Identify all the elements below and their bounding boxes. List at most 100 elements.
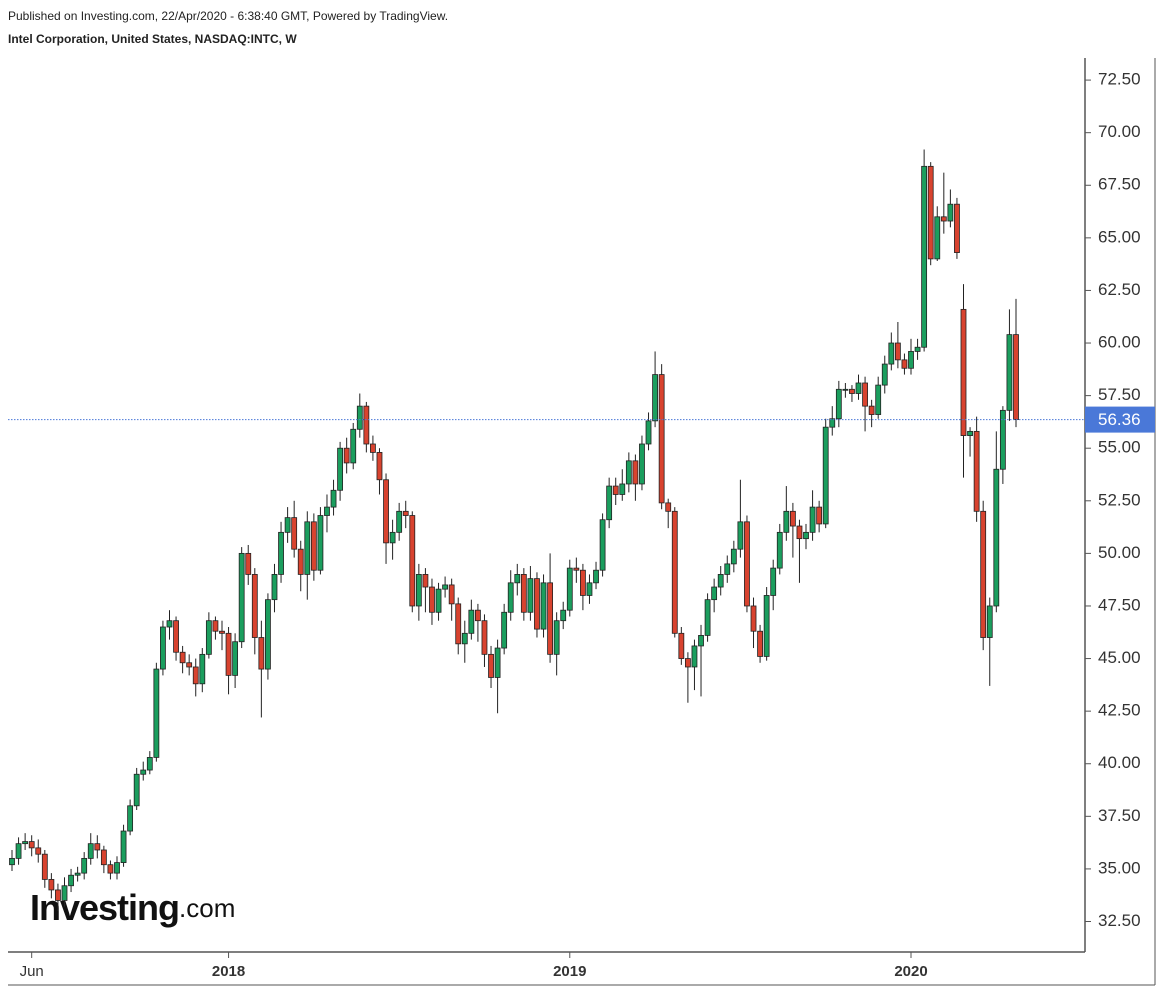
y-tick-label: 35.00	[1098, 858, 1141, 877]
candle-body	[205, 620, 212, 655]
candle-body	[278, 531, 284, 575]
candle-body	[166, 620, 173, 628]
y-tick-label: 55.00	[1098, 438, 1141, 457]
candle-body	[986, 605, 993, 638]
y-tick-label: 72.50	[1098, 70, 1141, 89]
candle-body	[389, 531, 396, 544]
candle-body	[28, 841, 35, 849]
published-note: Published on Investing.com, 22/Apr/2020 …	[8, 9, 448, 23]
candle-body	[507, 582, 514, 613]
candle-body	[127, 805, 134, 832]
candle-body	[461, 632, 468, 645]
candle-body	[888, 342, 895, 365]
y-tick-label: 57.50	[1098, 385, 1141, 404]
candle-body	[967, 430, 973, 436]
y-tick-label: 67.50	[1098, 175, 1141, 194]
candle-body	[934, 216, 941, 260]
candle-body	[547, 582, 553, 655]
candle-body	[422, 574, 429, 588]
candle-body	[448, 584, 455, 605]
candle-body	[146, 757, 153, 771]
candle-body	[370, 443, 376, 453]
candle-body	[849, 388, 855, 394]
watermark-suffix: .com	[179, 893, 235, 923]
candle-body	[350, 428, 357, 464]
candle-body	[586, 582, 593, 596]
candle-body	[855, 382, 862, 394]
candle-body	[317, 515, 324, 571]
candle-body	[376, 452, 383, 481]
candle-body	[81, 857, 88, 874]
candle-body	[829, 418, 836, 428]
candle-body	[232, 641, 239, 676]
candle-body	[908, 351, 914, 369]
candle-body	[488, 653, 494, 678]
candle-body	[219, 630, 225, 634]
candle-body	[796, 525, 803, 540]
candle-body	[730, 548, 737, 565]
candle-body	[881, 363, 888, 386]
candle-body	[435, 588, 442, 613]
candle-body	[383, 479, 389, 544]
watermark-brand: Investing.com	[30, 887, 235, 928]
candle-body	[822, 426, 829, 525]
candle-body	[1013, 334, 1019, 420]
candle-body	[238, 552, 245, 643]
candle-body	[639, 443, 645, 485]
candle-body	[179, 651, 186, 664]
candle-body	[291, 517, 298, 550]
y-tick-label: 52.50	[1098, 490, 1141, 509]
x-tick-label: 2018	[212, 963, 245, 980]
candle-body	[271, 574, 278, 601]
candle-body	[973, 430, 980, 512]
candle-body	[468, 609, 475, 634]
y-tick-label: 45.00	[1098, 648, 1141, 667]
candle-body	[691, 645, 698, 668]
candle-body	[704, 599, 711, 636]
candle-body	[947, 203, 954, 222]
candle-body	[48, 879, 55, 891]
candle-body	[711, 586, 718, 601]
candle-body	[87, 843, 94, 859]
candle-body	[409, 515, 416, 607]
candle-body	[199, 653, 206, 685]
candle-body	[251, 574, 258, 638]
candle-body	[809, 506, 816, 533]
candle-body	[658, 374, 665, 504]
candle-body	[993, 468, 1000, 607]
candle-body	[763, 595, 770, 657]
candle-body	[862, 382, 868, 407]
y-tick-label: 42.50	[1098, 701, 1141, 720]
candle-body	[442, 584, 448, 590]
candle-body	[744, 521, 750, 607]
price-label: 56.36	[1098, 410, 1141, 429]
candle-body	[61, 885, 68, 901]
y-tick-label: 47.50	[1098, 595, 1141, 614]
candle-body	[396, 510, 403, 533]
candle-body	[566, 567, 573, 611]
candle-body	[310, 521, 317, 571]
candle-body	[684, 658, 691, 668]
candle-body	[835, 388, 842, 420]
x-tick-label: 2020	[894, 963, 927, 980]
watermark-brand-text: Investing	[30, 887, 179, 928]
candle-body	[9, 857, 15, 866]
candle-body	[619, 483, 626, 495]
candle-body	[324, 506, 330, 516]
candle-body	[940, 216, 947, 222]
candle-body	[927, 165, 934, 260]
candle-body	[737, 521, 744, 550]
candle-body	[514, 574, 521, 584]
candle-body	[921, 165, 928, 348]
candle-body	[534, 578, 540, 630]
candle-body	[153, 668, 160, 758]
candle-body	[665, 502, 672, 512]
candle-body	[717, 574, 724, 588]
candle-body	[599, 519, 606, 571]
y-tick-label: 37.50	[1098, 806, 1141, 825]
candle-body	[337, 447, 344, 491]
candle-body	[671, 510, 678, 634]
y-tick-label: 40.00	[1098, 753, 1141, 772]
candle-body	[120, 830, 127, 863]
